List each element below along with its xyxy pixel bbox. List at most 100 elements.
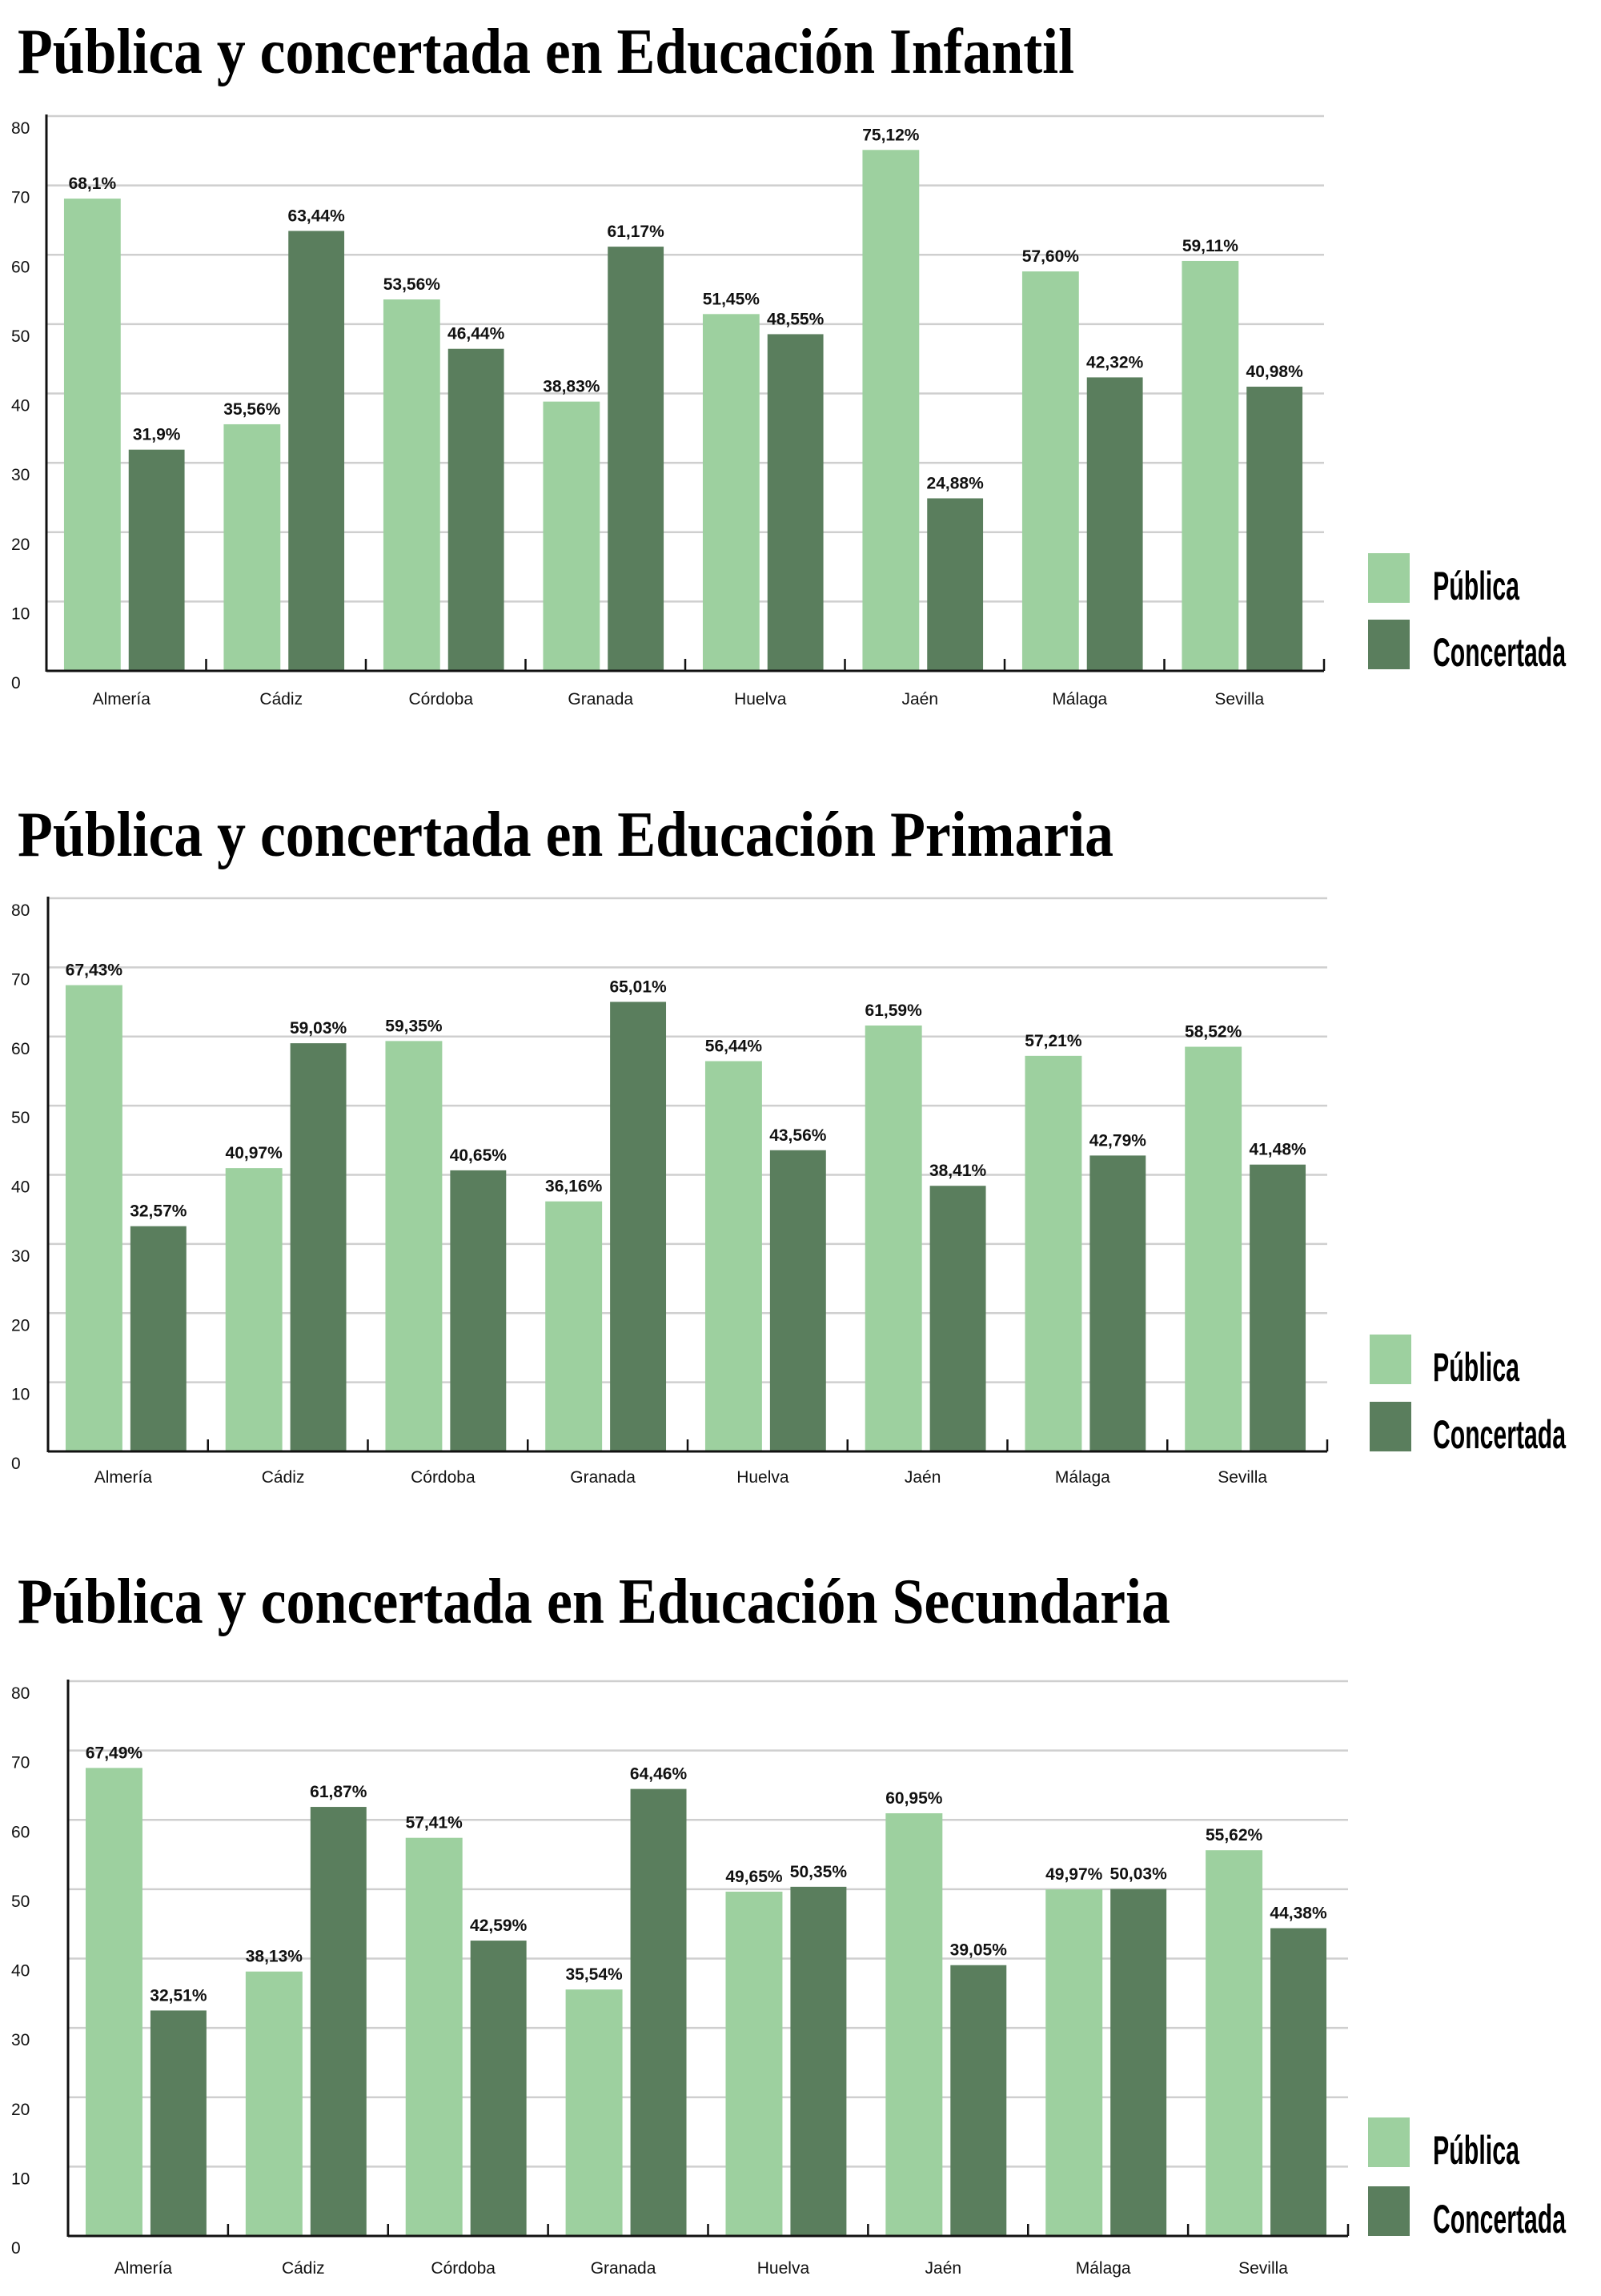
- publica-bar: [383, 299, 440, 671]
- data-label: 24,88%: [927, 474, 985, 492]
- y-tick-label: 50: [11, 1893, 30, 1911]
- y-tick-label: 60: [11, 1823, 30, 1841]
- publica-bar: [725, 1891, 783, 2236]
- concertada-bar: [610, 1001, 667, 1451]
- concertada-bar: [929, 1186, 986, 1451]
- concertada-bar: [130, 1226, 187, 1451]
- concertada-bar: [290, 1043, 347, 1451]
- legend-label: Pública: [1433, 564, 1520, 608]
- data-label: 32,57%: [130, 1202, 187, 1221]
- chart-title: Pública y concertada en Educación Infant…: [18, 17, 1074, 87]
- data-label: 38,13%: [246, 1948, 303, 1966]
- data-label: 50,35%: [790, 1863, 848, 1881]
- data-label: 51,45%: [703, 290, 760, 308]
- concertada-legend-swatch: [1370, 1402, 1411, 1451]
- legend: Pública Concertada: [1368, 553, 1567, 675]
- data-label: 31,9%: [133, 426, 181, 444]
- concertada-bar: [470, 1941, 527, 2236]
- concertada-bar: [630, 1788, 687, 2236]
- chart-2: Pública y concertada en Educación Primar…: [11, 800, 1567, 1487]
- concertada-bar: [1089, 1155, 1146, 1451]
- publica-bar: [865, 1026, 922, 1451]
- x-category-label: Huelva: [736, 1468, 789, 1487]
- y-tick-label: 80: [11, 1684, 30, 1703]
- publica-bar: [702, 314, 760, 671]
- x-category-label: Málaga: [1052, 690, 1107, 708]
- data-label: 40,97%: [226, 1144, 283, 1162]
- data-label: 57,60%: [1022, 247, 1080, 266]
- y-tick-label: 10: [11, 1386, 30, 1404]
- y-tick-label: 10: [11, 604, 30, 623]
- publica-bar: [245, 1971, 303, 2236]
- data-label: 59,11%: [1182, 237, 1238, 255]
- y-tick-label: 70: [11, 970, 30, 989]
- data-label: 49,65%: [725, 1868, 783, 1886]
- publica-bar: [565, 1989, 623, 2236]
- y-tick-label: 30: [11, 2031, 30, 2049]
- data-label: 68,1%: [69, 175, 117, 193]
- legend-label: Concertada: [1433, 1412, 1567, 1457]
- y-tick-label: 20: [11, 536, 30, 554]
- publica-bar: [385, 1041, 443, 1451]
- x-category-label: Almería: [93, 690, 151, 708]
- data-label: 67,49%: [86, 1744, 143, 1762]
- concertada-bar: [150, 2010, 207, 2236]
- data-label: 64,46%: [630, 1765, 688, 1784]
- publica-bar: [885, 1813, 943, 2236]
- x-category-label: Granada: [568, 690, 633, 708]
- data-label: 67,43%: [66, 961, 123, 980]
- data-label: 35,54%: [565, 1965, 623, 1984]
- y-tick-label: 40: [11, 1178, 30, 1197]
- publica-bar: [1021, 271, 1079, 671]
- concertada-bar: [1086, 377, 1143, 671]
- publica-bar: [405, 1837, 463, 2236]
- chart-title: Pública y concertada en Educación Secund…: [18, 1567, 1170, 1637]
- x-category-label: Málaga: [1055, 1468, 1110, 1487]
- x-category-label: Almería: [114, 2259, 173, 2278]
- x-category-label: Sevilla: [1238, 2259, 1288, 2278]
- y-tick-label: 10: [11, 2170, 30, 2188]
- data-label: 63,44%: [288, 207, 346, 225]
- y-tick-label: 0: [11, 2239, 21, 2258]
- y-tick-label: 70: [11, 1754, 30, 1772]
- data-label: 75,12%: [862, 126, 920, 144]
- concertada-legend-swatch: [1368, 2186, 1410, 2236]
- publica-legend-swatch: [1368, 553, 1410, 603]
- y-tick-label: 0: [11, 1455, 21, 1473]
- y-tick-label: 50: [11, 1109, 30, 1127]
- concertada-legend-swatch: [1368, 620, 1410, 669]
- publica-bar: [1206, 1850, 1263, 2236]
- y-tick-label: 80: [11, 119, 30, 138]
- publica-bar: [862, 150, 920, 671]
- y-tick-label: 40: [11, 1962, 30, 1981]
- publica-bar: [63, 199, 121, 672]
- publica-bar: [543, 401, 600, 671]
- data-label: 40,98%: [1246, 363, 1304, 381]
- publica-bar: [1045, 1889, 1103, 2236]
- data-label: 46,44%: [447, 325, 505, 343]
- concertada-bar: [288, 231, 345, 671]
- concertada-bar: [767, 334, 824, 671]
- data-label: 36,16%: [545, 1178, 603, 1196]
- y-tick-label: 20: [11, 1316, 30, 1335]
- publica-bar: [225, 1168, 283, 1451]
- data-label: 49,97%: [1045, 1865, 1103, 1884]
- data-label: 65,01%: [609, 977, 667, 996]
- x-category-label: Huelva: [734, 690, 787, 708]
- data-label: 42,32%: [1086, 353, 1144, 371]
- publica-bar: [85, 1768, 142, 2236]
- data-label: 55,62%: [1206, 1826, 1263, 1844]
- x-category-label: Cádiz: [282, 2259, 325, 2278]
- data-label: 59,35%: [385, 1017, 443, 1035]
- data-label: 40,65%: [450, 1146, 508, 1165]
- concertada-bar: [608, 247, 664, 671]
- x-category-label: Almería: [94, 1468, 153, 1487]
- data-label: 56,44%: [705, 1037, 763, 1055]
- data-label: 58,52%: [1185, 1023, 1242, 1042]
- legend-label: Concertada: [1433, 630, 1567, 675]
- x-category-label: Cádiz: [259, 690, 303, 708]
- data-label: 60,95%: [885, 1789, 943, 1808]
- concertada-bar: [790, 1886, 847, 2236]
- data-label: 61,87%: [310, 1783, 367, 1801]
